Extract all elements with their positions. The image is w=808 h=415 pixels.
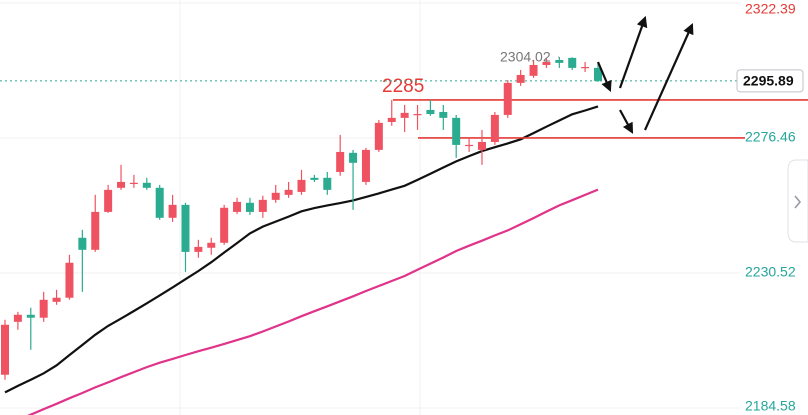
chevron [794,195,802,209]
candle-body [129,182,138,185]
candle-body [387,117,396,122]
candle-body [155,187,164,218]
candle-body [323,177,332,190]
last-price-box [736,69,804,93]
candle-body [529,64,538,76]
candle-body [39,299,48,318]
candle-body [13,314,22,322]
arrow [596,61,612,93]
candle-body [361,149,370,182]
candle-body [168,204,177,218]
candle-body [581,67,590,69]
arrow [643,22,694,131]
candle-body [490,114,499,142]
y-tick-label: 2184.58 [745,398,796,414]
last-price-label: 2295.89 [743,73,794,89]
candle-body [426,109,435,115]
candle-body [104,189,113,212]
candle-body [258,199,267,212]
candle-body [477,141,486,150]
candle-body [233,201,242,212]
candle-body [245,202,254,212]
candle-body [465,144,474,147]
moving-average [4,105,599,394]
candle-body [452,117,461,145]
candle-body [568,57,577,68]
candle-body [220,207,229,243]
candle-body [374,122,383,150]
arrow [619,109,634,134]
candle-body [207,242,216,248]
candle-body [271,192,280,200]
price-axis: 2184.58 2230.52 2276.46 2322.39 2295.89 [736,1,804,414]
candle-body [26,314,35,318]
candle-body [516,74,525,83]
candle-body [503,82,512,115]
candle-body [181,204,190,252]
candle-body [52,297,61,302]
candle-body [284,189,293,195]
candle-body [400,112,409,118]
y-tick-label: 2322.39 [745,1,796,17]
candle-body [555,59,564,63]
candle-body [194,246,203,252]
candle-body [594,67,602,81]
candle-body [413,114,422,116]
candle-body [310,177,319,180]
candle-body [65,262,74,298]
candle-body [439,111,448,118]
forecast-arrows [596,15,694,134]
candle-body [91,211,100,250]
y-tick-label: 2230.52 [745,264,796,280]
moving-average [27,188,599,415]
y-tick-label: 2276.46 [745,129,796,145]
candle-body [142,182,151,188]
level-label: 2285 [382,76,424,97]
candle-body [1,324,9,375]
candle-body [542,62,551,65]
scroll-tab[interactable] [787,159,808,243]
arrow [618,15,648,89]
candle-body [297,179,306,192]
candle-body [349,152,358,163]
max-label: 2304.02 [500,49,551,65]
candle-body [78,237,87,250]
grid [179,0,421,415]
candle-body [117,181,126,188]
candle-body [336,151,345,172]
